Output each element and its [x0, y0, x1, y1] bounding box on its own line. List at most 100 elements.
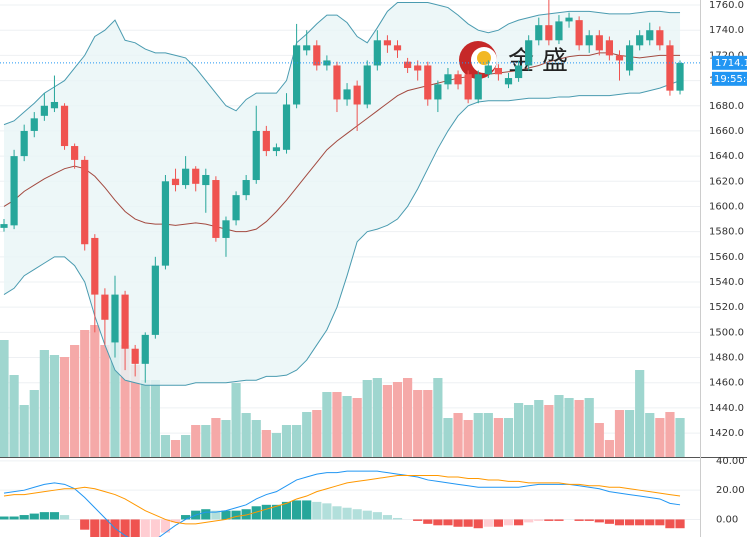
- candle-body: [192, 168, 200, 184]
- histogram-bar: [19, 515, 29, 520]
- y-tick-label: 20.00: [716, 485, 745, 496]
- histogram-bar: [382, 515, 393, 520]
- volume-bar: [655, 418, 665, 457]
- volume-bar: [251, 420, 261, 457]
- band-lower: [3, 80, 681, 386]
- candle-body: [222, 220, 230, 238]
- volume-bar: [49, 355, 60, 457]
- volume-bar: [594, 423, 604, 457]
- volume-bar: [29, 390, 39, 457]
- histogram-bar: [261, 504, 271, 520]
- candle-body: [242, 180, 250, 196]
- histogram-bar: [433, 519, 443, 526]
- histogram-bar: [201, 509, 211, 520]
- histogram-bar: [544, 519, 554, 521]
- histogram-bar: [423, 519, 433, 524]
- y-tick-label: 1460.0: [709, 378, 744, 389]
- histogram-bar: [513, 519, 524, 526]
- histogram-bar: [584, 519, 594, 521]
- candle-body: [636, 35, 644, 46]
- volume-bar: [211, 418, 221, 457]
- volume-bar: [372, 378, 382, 457]
- histogram-bar: [140, 519, 150, 537]
- y-tick-label: 1660.0: [709, 126, 744, 137]
- time-box: [712, 71, 747, 86]
- y-tick-label: 1640.0: [709, 151, 744, 162]
- histogram-bar: [675, 519, 685, 529]
- histogram-bar: [483, 519, 493, 527]
- candle-body: [625, 45, 634, 71]
- candle-body: [585, 35, 593, 46]
- candle-body: [363, 65, 371, 105]
- y-tick-label: 1740.0: [709, 25, 744, 36]
- histogram-bar: [271, 504, 282, 520]
- candle-body: [111, 294, 119, 343]
- histogram-bar: [211, 510, 221, 520]
- candle-body: [656, 30, 664, 46]
- candle-body: [81, 159, 89, 245]
- candle-body: [20, 130, 28, 157]
- logo-mark: [477, 51, 491, 65]
- histogram-bar: [100, 519, 110, 537]
- volume-bar: [80, 330, 90, 457]
- candle-body: [91, 237, 99, 295]
- volume-bar: [140, 380, 150, 457]
- histogram-bar: [80, 519, 90, 530]
- y-tick-label: 1480.0: [709, 353, 744, 364]
- histogram-bar: [322, 503, 332, 520]
- volume-bar: [241, 413, 251, 457]
- histogram-bar: [503, 519, 514, 526]
- candle-body: [454, 74, 462, 85]
- candle-body: [494, 67, 503, 75]
- y-tick-label: 1520.0: [709, 302, 744, 313]
- candle-body: [50, 101, 59, 109]
- volume-bar: [332, 392, 342, 457]
- histogram-bar: [160, 519, 171, 533]
- candle-body: [474, 74, 482, 100]
- volume-bar: [423, 390, 433, 457]
- candle-body: [313, 45, 321, 66]
- volume-bar: [453, 413, 463, 457]
- volume-bar: [39, 350, 49, 457]
- volume-bar: [181, 435, 191, 457]
- histogram-bar: [251, 506, 261, 520]
- candle-body: [121, 294, 129, 349]
- histogram-bar: [181, 515, 191, 520]
- histogram-bar: [241, 509, 251, 520]
- volume-bar: [382, 385, 393, 457]
- volume-bar: [322, 392, 332, 457]
- volume-bar: [413, 390, 423, 457]
- histogram-bar: [392, 517, 403, 520]
- y-tick-label: 1500.0: [709, 327, 744, 338]
- volume-bar: [0, 340, 9, 457]
- y-tick-label: 1600.0: [709, 201, 744, 212]
- volume-bar: [160, 435, 171, 457]
- histogram-bar: [413, 519, 423, 521]
- candle-body: [484, 65, 492, 75]
- histogram-bar: [120, 519, 130, 537]
- volume-bar: [19, 405, 29, 457]
- volume-bar: [564, 398, 574, 457]
- volume-bar: [493, 418, 504, 457]
- candle-body: [131, 348, 139, 364]
- volume-layer: [0, 325, 685, 457]
- candle-layer: [0, 0, 684, 383]
- candle-body: [353, 85, 361, 105]
- candle-body: [525, 40, 533, 66]
- histogram-bar: [614, 519, 625, 526]
- volume-bar: [221, 420, 231, 457]
- volume-bar: [483, 413, 493, 457]
- candle-body: [30, 118, 38, 131]
- histogram-bar: [302, 500, 312, 520]
- volume-bar: [624, 410, 635, 457]
- volume-bar: [100, 345, 110, 457]
- volume-bar: [110, 330, 120, 457]
- y-tick-label: 1580.0: [709, 227, 744, 238]
- volume-bar: [463, 420, 473, 457]
- candle-body: [595, 35, 603, 51]
- time-label: 19:55:4: [714, 74, 747, 85]
- candle-body: [252, 130, 260, 181]
- volume-bar: [170, 440, 181, 457]
- histogram-bar: [312, 501, 322, 520]
